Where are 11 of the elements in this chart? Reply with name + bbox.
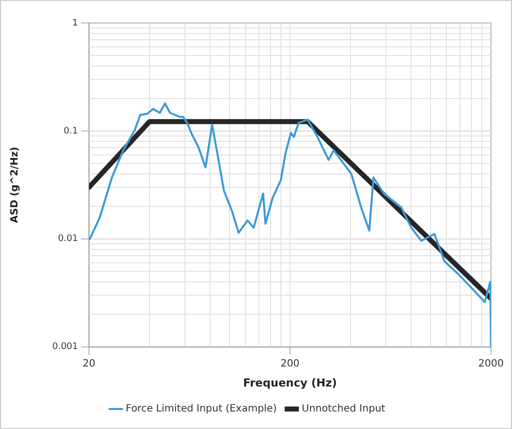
x-tick-label: 2000 [478,358,504,370]
y-tick-label: 0.1 [64,126,78,136]
x-axis-title: Frequency (Hz) [243,376,337,390]
x-tick-label: 20 [82,358,96,370]
legend-label: Unnotched Input [302,404,386,415]
legend-label: Force Limited Input (Example) [126,404,277,415]
y-tick-label: 0.001 [52,342,78,352]
y-tick-label: 0.01 [58,234,78,244]
y-axis-title: ASD (g^2/Hz) [10,146,21,223]
y-tick-label: 1 [72,18,78,28]
x-tick-label: 200 [280,358,300,370]
